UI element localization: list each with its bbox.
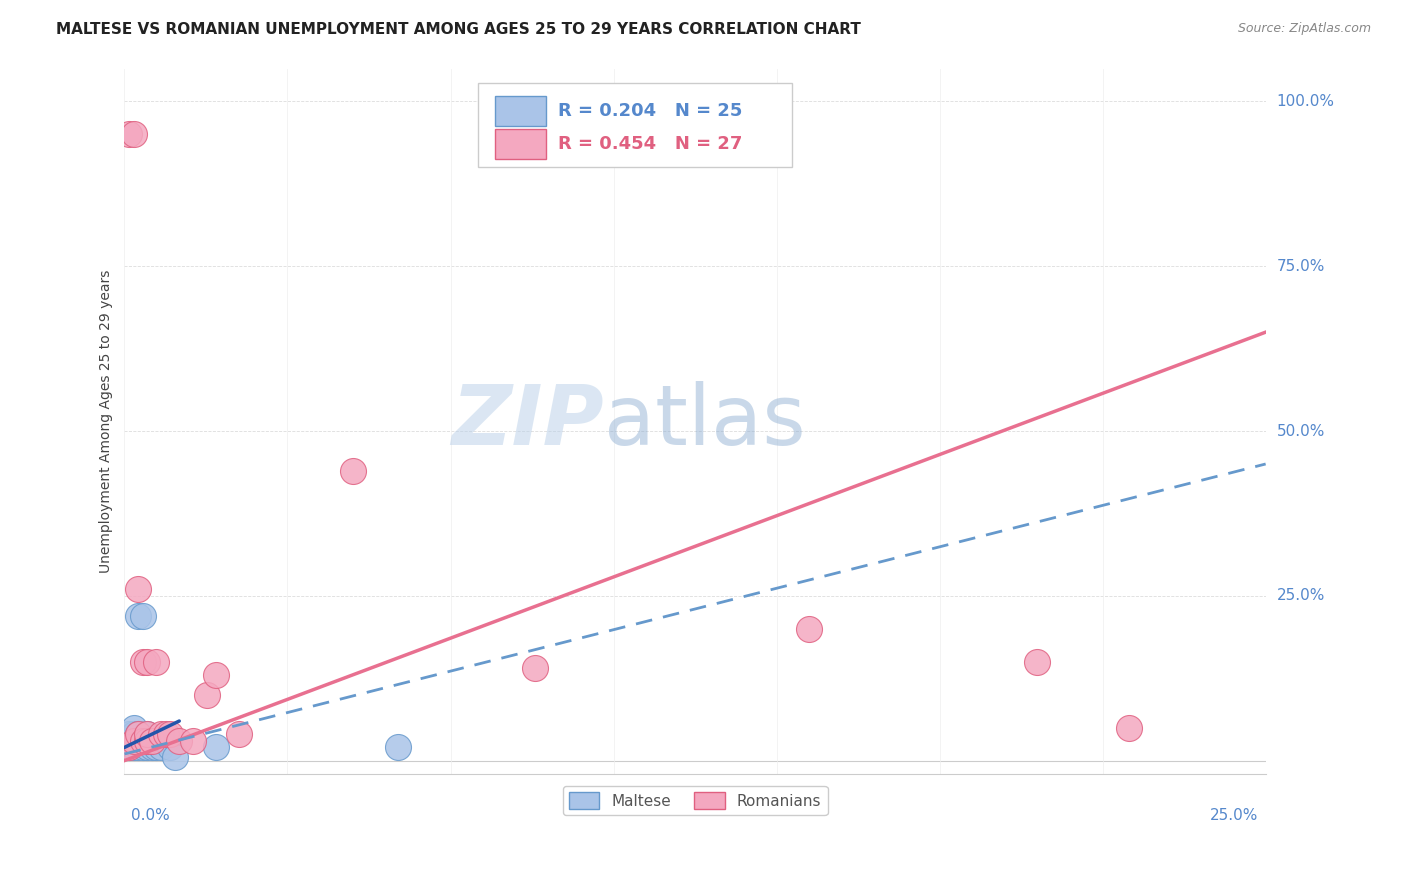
Point <box>159 727 181 741</box>
Point <box>155 727 177 741</box>
Point <box>163 750 186 764</box>
Text: atlas: atlas <box>603 381 806 462</box>
Point <box>118 128 141 142</box>
Point <box>155 733 177 747</box>
Point <box>132 655 155 669</box>
Point <box>141 740 163 755</box>
FancyBboxPatch shape <box>495 96 546 126</box>
Text: R = 0.204   N = 25: R = 0.204 N = 25 <box>558 102 742 120</box>
Point <box>127 608 149 623</box>
Legend: Maltese, Romanians: Maltese, Romanians <box>562 786 828 815</box>
Point <box>228 727 250 741</box>
Point <box>195 688 218 702</box>
Point <box>181 733 204 747</box>
Point <box>524 661 547 675</box>
Point <box>167 733 190 747</box>
Point <box>1026 655 1049 669</box>
Point <box>150 727 173 741</box>
Text: R = 0.454   N = 27: R = 0.454 N = 27 <box>558 135 742 153</box>
Point <box>136 740 159 755</box>
Text: 100.0%: 100.0% <box>1277 94 1334 109</box>
Point <box>122 721 145 735</box>
Point <box>122 733 145 747</box>
Point <box>159 740 181 755</box>
Point <box>145 740 167 755</box>
Point <box>342 464 364 478</box>
Point <box>118 733 141 747</box>
Text: 0.0%: 0.0% <box>131 808 170 823</box>
Text: 25.0%: 25.0% <box>1211 808 1258 823</box>
Point <box>136 727 159 741</box>
Text: Source: ZipAtlas.com: Source: ZipAtlas.com <box>1237 22 1371 36</box>
Text: MALTESE VS ROMANIAN UNEMPLOYMENT AMONG AGES 25 TO 29 YEARS CORRELATION CHART: MALTESE VS ROMANIAN UNEMPLOYMENT AMONG A… <box>56 22 860 37</box>
Point <box>127 582 149 597</box>
Point <box>132 740 155 755</box>
Point <box>127 727 149 741</box>
Point <box>141 733 163 747</box>
Text: 25.0%: 25.0% <box>1277 589 1324 603</box>
Point <box>145 655 167 669</box>
Point <box>799 622 821 636</box>
Point <box>136 733 159 747</box>
Point <box>132 608 155 623</box>
FancyBboxPatch shape <box>478 83 792 168</box>
Point <box>141 733 163 747</box>
Point <box>122 128 145 142</box>
Point <box>204 740 226 755</box>
Point <box>118 740 141 755</box>
Point <box>150 740 173 755</box>
Point <box>122 733 145 747</box>
Y-axis label: Unemployment Among Ages 25 to 29 years: Unemployment Among Ages 25 to 29 years <box>100 269 114 573</box>
Point <box>127 727 149 741</box>
Point <box>127 733 149 747</box>
Point <box>569 128 592 142</box>
Point <box>127 740 149 755</box>
Point <box>118 740 141 755</box>
Point <box>136 733 159 747</box>
Point <box>204 668 226 682</box>
FancyBboxPatch shape <box>495 129 546 159</box>
Text: 75.0%: 75.0% <box>1277 259 1324 274</box>
Text: ZIP: ZIP <box>451 381 603 462</box>
Point <box>136 727 159 741</box>
Point <box>132 733 155 747</box>
Point <box>122 727 145 741</box>
Point <box>122 740 145 755</box>
Point <box>136 655 159 669</box>
Text: 50.0%: 50.0% <box>1277 424 1324 439</box>
Point <box>387 740 409 755</box>
Point <box>1118 721 1140 735</box>
Point <box>118 727 141 741</box>
